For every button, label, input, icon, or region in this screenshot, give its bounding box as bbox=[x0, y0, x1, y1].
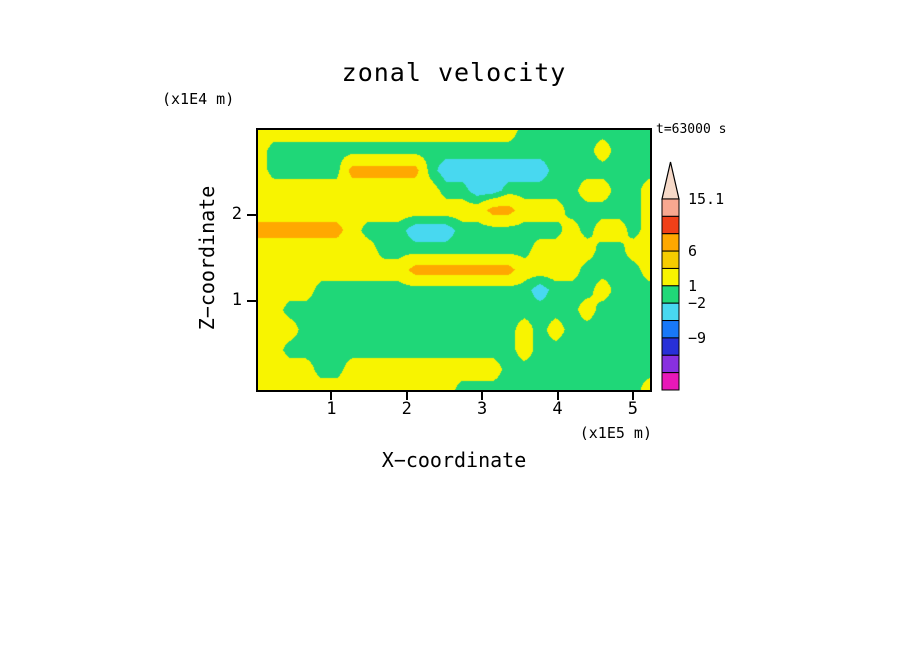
colorbar-tick-label: −2 bbox=[688, 294, 707, 313]
x-tick-mark bbox=[330, 392, 333, 400]
chart-title: zonal velocity bbox=[341, 58, 567, 87]
z-axis-title: Z−coordinate bbox=[195, 185, 219, 331]
colorbar-tick-label: 6 bbox=[688, 242, 698, 261]
contour-field-canvas bbox=[258, 130, 650, 390]
colorbar-segment bbox=[661, 354, 680, 374]
colorbar-segment bbox=[661, 302, 680, 322]
z-axis-unit-label: (x1E4 m) bbox=[162, 90, 235, 108]
colorbar-segment bbox=[661, 320, 680, 339]
x-axis-title: X−coordinate bbox=[381, 448, 527, 472]
colorbar-tip bbox=[661, 161, 680, 200]
x-tick-mark bbox=[631, 392, 634, 400]
colorbar-segment bbox=[661, 233, 680, 252]
x-tick-label: 5 bbox=[627, 399, 639, 419]
x-tick-label: 2 bbox=[401, 399, 412, 419]
colorbar-tick-label: 15.1 bbox=[688, 190, 725, 208]
colorbar-segment bbox=[661, 337, 680, 356]
colorbar-segment bbox=[661, 285, 680, 304]
x-axis-unit-label: (x1E5 m) bbox=[579, 424, 652, 442]
z-tick-label: 2 bbox=[231, 203, 242, 224]
colorbar-segment bbox=[661, 215, 680, 235]
x-tick-label: 3 bbox=[477, 399, 488, 419]
colorbar bbox=[661, 161, 680, 391]
plot-area-frame bbox=[256, 128, 652, 392]
x-tick-mark bbox=[556, 392, 559, 400]
z-tick-mark bbox=[247, 213, 256, 216]
time-annotation: t=63000 s bbox=[656, 122, 727, 137]
colorbar-tick-label: −9 bbox=[688, 328, 707, 347]
colorbar-segment bbox=[661, 267, 680, 287]
x-tick-label: 1 bbox=[326, 399, 337, 419]
colorbar-segment bbox=[661, 198, 680, 217]
colorbar-segment bbox=[661, 372, 680, 391]
x-tick-label: 4 bbox=[552, 399, 563, 419]
z-tick-label: 1 bbox=[231, 290, 242, 311]
x-tick-mark bbox=[481, 392, 484, 400]
colorbar-tick-label: 1 bbox=[688, 276, 698, 295]
colorbar-segment bbox=[661, 250, 680, 269]
z-tick-mark bbox=[247, 300, 256, 303]
x-tick-mark bbox=[405, 392, 408, 400]
